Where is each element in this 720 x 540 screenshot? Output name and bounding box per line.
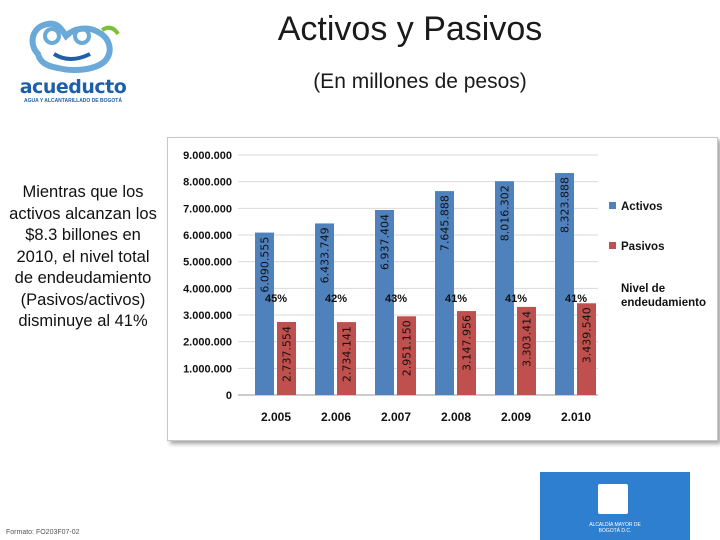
bar-value-label: 3.439.540 <box>581 307 594 363</box>
x-tick-label: 2.009 <box>501 410 531 424</box>
bar-value-label: 2.734.141 <box>341 326 354 382</box>
bar-value-label: 6.433.749 <box>319 227 332 283</box>
y-tick-label: 4.000.000 <box>183 283 232 295</box>
legend-label: endeudamiento <box>621 297 706 309</box>
bar-value-label: 3.303.414 <box>521 311 534 367</box>
summary-text: Mientras que los activos alcanzan los $8… <box>9 183 157 330</box>
y-tick-label: 2.000.000 <box>183 337 232 349</box>
badge-text: ALCALDÍA MAYOR DE BOGOTÁ D.C. <box>589 522 641 534</box>
debt-ratio-label: 45% <box>265 293 287 305</box>
chart-container: 0 1.000.000 2.000.000 3.000.000 4.000.000 5.0… <box>167 137 718 441</box>
y-tick-label: 3.000.000 <box>183 310 232 322</box>
bar-value-label: 6.090.555 <box>259 237 272 293</box>
bar-activos <box>495 181 514 395</box>
debt-ratio-label: 41% <box>565 293 587 305</box>
y-tick-label: 0 <box>226 390 232 402</box>
bar-activos <box>315 223 334 395</box>
bar-value-label: 7.645.888 <box>439 195 452 251</box>
bar-pasivos <box>517 306 536 395</box>
y-tick-label: 1.000.000 <box>183 363 232 375</box>
frog-icon <box>29 20 120 73</box>
x-tick-label: 2.008 <box>441 410 471 424</box>
debt-ratio-label: 43% <box>385 293 407 305</box>
page-subtitle: (En millones de pesos) <box>313 70 527 93</box>
y-tick-label: 9.000.000 <box>183 150 232 162</box>
bar-activos <box>255 232 274 395</box>
legend-label: Nivel de <box>621 283 665 295</box>
legend-swatch <box>609 242 616 249</box>
bar-value-label: 2.737.554 <box>281 326 294 382</box>
bar-activos <box>435 191 454 395</box>
x-tick-label: 2.006 <box>321 410 351 424</box>
page-title: Activos y Pasivos <box>277 10 543 48</box>
debt-ratio-label: 41% <box>505 293 527 305</box>
legend-label: Pasivos <box>621 241 664 253</box>
bar-activos <box>555 173 574 395</box>
bar-value-label: 8.016.302 <box>499 185 512 241</box>
y-tick-label: 8.000.000 <box>183 177 232 189</box>
bar-pasivos <box>277 321 296 395</box>
coat-of-arms-icon <box>598 484 628 514</box>
x-tick-label: 2.005 <box>261 410 291 424</box>
bar-pasivos <box>397 316 416 395</box>
debt-ratio-label: 41% <box>445 293 467 305</box>
alcaldia-badge: ALCALDÍA MAYOR DE BOGOTÁ D.C. <box>540 472 690 540</box>
logo-tagline: AGUA Y ALCANTARILLADO DE BOGOTÁ <box>24 98 122 104</box>
debt-ratio-label: 42% <box>325 293 347 305</box>
y-tick-label: 5.000.000 <box>183 257 232 269</box>
logo-wordmark: acueducto <box>19 76 127 98</box>
footer-code: Formato: FO203F07-02 <box>6 529 80 536</box>
bar-value-label: 6.937.404 <box>379 214 392 270</box>
legend-label: Activos <box>621 201 663 213</box>
acueducto-logo: acueducto AGUA Y ALCANTARILLADO DE BOGOT… <box>18 14 128 108</box>
x-tick-label: 2.010 <box>561 410 591 424</box>
x-tick-label: 2.007 <box>381 410 411 424</box>
bar-value-label: 3.147.956 <box>461 315 474 371</box>
bar-value-label: 2.951.150 <box>401 320 414 376</box>
bar-value-label: 8.323.888 <box>559 177 572 233</box>
legend-swatch <box>609 202 616 209</box>
bar-activos <box>375 210 394 395</box>
bar-chart: 0 1.000.000 2.000.000 3.000.000 4.000.000 5.0… <box>183 150 706 424</box>
bar-pasivos <box>457 311 476 395</box>
bar-pasivos <box>577 303 596 395</box>
y-tick-label: 6.000.000 <box>183 230 232 242</box>
y-tick-label: 7.000.000 <box>183 203 232 215</box>
bar-pasivos <box>337 322 356 395</box>
